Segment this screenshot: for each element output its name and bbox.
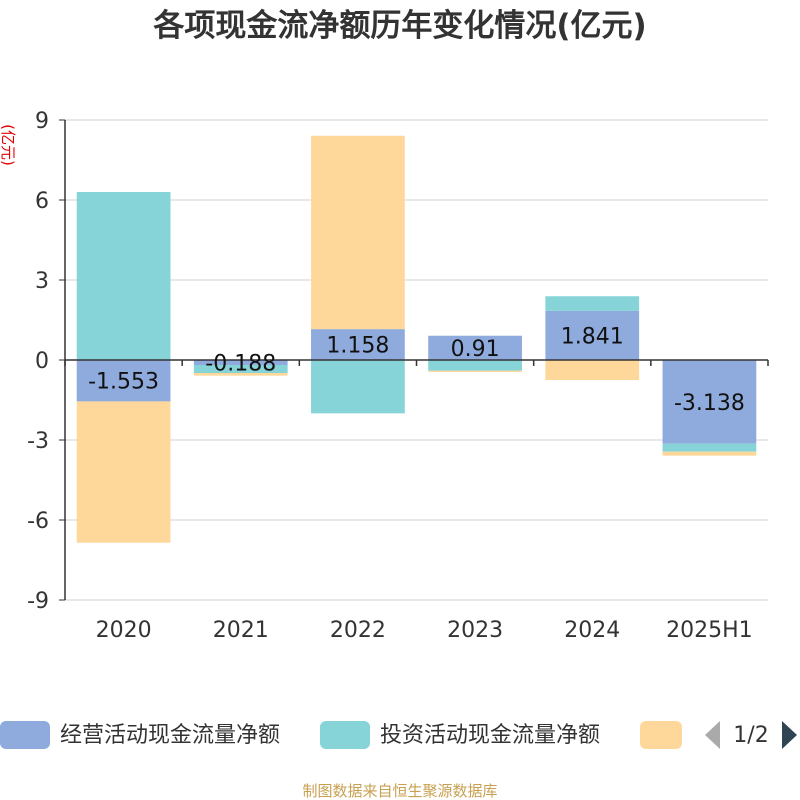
- y-tick-label: -9: [27, 589, 49, 614]
- data-labels: -1.553 -0.188 1.158 0.91 1.841 -3.138: [88, 324, 745, 415]
- data-source: 制图数据来自恒生聚源数据库: [302, 782, 497, 800]
- data-label: -0.188: [205, 352, 276, 377]
- tick-labels: 9 6 3 0 -3 -6 -9 2020 2021 2022 2023 2024 2025H1: [27, 109, 753, 643]
- legend-next-icon[interactable]: [782, 721, 797, 749]
- data-label: -3.138: [674, 391, 745, 416]
- x-tick-label: 2022: [330, 618, 386, 643]
- bar-segment: [76, 360, 171, 402]
- y-unit-label: (亿元): [0, 124, 17, 166]
- bar-segment: [193, 360, 288, 366]
- y-tick-label: 0: [35, 349, 49, 374]
- bar-segment: [311, 360, 405, 414]
- data-label: 1.158: [326, 334, 389, 359]
- bar-segment: [311, 329, 405, 360]
- bar-segment: [428, 370, 522, 372]
- x-tick-label: 2025H1: [666, 618, 753, 643]
- legend-prev-icon[interactable]: [705, 721, 720, 749]
- bar-segment: [311, 135, 405, 330]
- bar-segment: [545, 360, 640, 380]
- x-tick-label: 2023: [447, 618, 503, 643]
- bar-segment: [662, 360, 757, 444]
- legend-label: 投资活动现金流量净额: [380, 723, 600, 748]
- y-tick-label: 3: [35, 269, 49, 294]
- bar-segment: [545, 310, 640, 360]
- x-tick-label: 2021: [213, 618, 269, 643]
- bar-segment: [428, 360, 522, 371]
- legend-page-indicator: 1/2: [733, 723, 768, 748]
- bar-segment: [545, 296, 640, 311]
- grid-lines: [59, 119, 768, 601]
- data-label: 0.91: [451, 337, 500, 362]
- bar-segment: [193, 373, 288, 376]
- data-label: -1.553: [88, 370, 159, 395]
- bar-segment: [662, 451, 757, 456]
- y-tick-label: -3: [27, 429, 49, 454]
- legend-swatch: [640, 721, 682, 749]
- y-tick-label: -6: [27, 509, 49, 534]
- x-tick-label: 2024: [564, 618, 620, 643]
- bar-segment: [193, 365, 288, 374]
- bar-segment: [428, 335, 522, 360]
- legend-label: 经营活动现金流量净额: [60, 723, 280, 748]
- bar-segment: [76, 192, 171, 360]
- bar-segment: [76, 401, 171, 543]
- legend: 经营活动现金流量净额 投资活动现金流量净额: [0, 721, 682, 749]
- data-label: 1.841: [561, 324, 624, 349]
- legend-pager: 1/2: [705, 721, 797, 749]
- bar-segment: [662, 443, 757, 452]
- legend-swatch: [0, 721, 50, 749]
- bars: [76, 135, 757, 543]
- chart-title: 各项现金流净额历年变化情况(亿元): [152, 8, 646, 44]
- legend-swatch: [320, 721, 370, 749]
- y-tick-label: 9: [35, 109, 49, 134]
- y-tick-label: 6: [35, 189, 49, 214]
- axes: [64, 120, 769, 600]
- x-tick-label: 2020: [96, 618, 152, 643]
